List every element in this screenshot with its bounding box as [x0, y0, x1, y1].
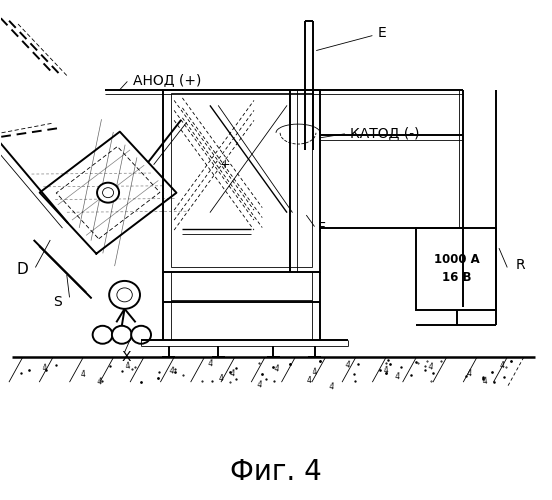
Text: 16 В: 16 В: [442, 271, 471, 284]
Text: 4: 4: [124, 362, 130, 371]
Text: F: F: [317, 220, 325, 234]
Text: 4: 4: [168, 366, 174, 376]
Circle shape: [109, 281, 140, 309]
Text: 4: 4: [395, 372, 400, 382]
Text: 4: 4: [42, 364, 47, 374]
Text: 4: 4: [344, 360, 351, 370]
Text: D: D: [16, 262, 28, 278]
Circle shape: [131, 326, 151, 344]
Text: +: +: [220, 158, 231, 170]
Text: 4: 4: [306, 376, 311, 385]
Text: АНОД (+): АНОД (+): [133, 74, 201, 88]
Text: R: R: [516, 258, 525, 272]
Text: 4: 4: [97, 378, 103, 387]
Circle shape: [93, 326, 113, 344]
Bar: [163, 90, 320, 272]
Bar: [171, 93, 312, 268]
Circle shape: [97, 182, 119, 203]
Text: КАТОД (-): КАТОД (-): [351, 126, 420, 140]
Text: E: E: [378, 26, 386, 40]
Text: 4: 4: [207, 359, 213, 368]
Text: 4: 4: [219, 374, 224, 383]
Text: 4: 4: [466, 369, 471, 378]
Text: 4: 4: [81, 370, 86, 379]
Text: 4: 4: [328, 382, 334, 392]
Text: X: X: [122, 350, 131, 364]
Text: 4: 4: [384, 366, 389, 376]
Text: S: S: [53, 296, 62, 310]
Text: 4: 4: [311, 368, 317, 377]
Text: 4: 4: [257, 380, 262, 390]
Text: Фиг. 4: Фиг. 4: [230, 458, 322, 486]
Text: 4: 4: [482, 376, 488, 386]
Text: 4: 4: [273, 364, 279, 374]
Text: 4: 4: [427, 362, 433, 372]
Text: 4: 4: [499, 361, 505, 370]
Bar: [416, 228, 496, 310]
Circle shape: [112, 326, 132, 344]
Text: 4: 4: [229, 369, 235, 378]
Text: 1000 А: 1000 А: [434, 254, 480, 266]
